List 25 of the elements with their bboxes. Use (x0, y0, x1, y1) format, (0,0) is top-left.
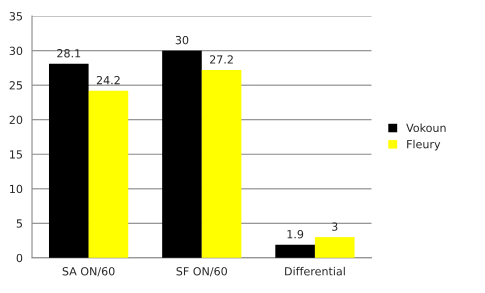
y-tick-label: 5 (16, 219, 22, 228)
bar (314, 237, 355, 258)
y-tick-label: 35 (10, 12, 22, 20)
x-tick-label: Differential (285, 266, 345, 276)
data-label: 28.1 (57, 49, 80, 58)
bar (88, 90, 128, 258)
data-label: 1.9 (288, 230, 304, 238)
y-tick-label: 0 (16, 254, 22, 262)
y-tick-label: 15 (10, 150, 22, 159)
legend-label: Vokoun (406, 123, 446, 132)
bar (162, 50, 202, 258)
data-label: 24.2 (96, 76, 120, 84)
legend-label: Fleury (407, 140, 440, 151)
bar (202, 70, 242, 258)
data-label: 27.2 (210, 55, 233, 64)
x-tick-label: SF ON/60 (176, 267, 227, 276)
y-tick-label: 20 (10, 116, 22, 124)
y-tick-label: 10 (10, 184, 22, 194)
bar (275, 244, 315, 258)
data-label: 3 (332, 222, 338, 231)
y-tick-label: 30 (10, 46, 22, 56)
bar (48, 64, 89, 258)
x-tick-label: SA ON/60 (62, 267, 115, 276)
data-label: 30 (176, 36, 188, 44)
y-tick-label: 25 (10, 81, 22, 90)
